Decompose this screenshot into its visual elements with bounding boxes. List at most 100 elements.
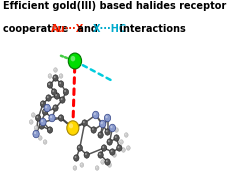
Circle shape xyxy=(33,130,39,138)
Circle shape xyxy=(77,145,82,151)
Circle shape xyxy=(35,126,36,128)
Circle shape xyxy=(53,75,58,81)
Text: interactions: interactions xyxy=(116,24,185,34)
Circle shape xyxy=(115,129,116,130)
Circle shape xyxy=(113,153,114,155)
Circle shape xyxy=(69,123,73,128)
Circle shape xyxy=(97,132,103,138)
Circle shape xyxy=(32,114,33,115)
Circle shape xyxy=(53,105,58,111)
Circle shape xyxy=(59,116,61,118)
Circle shape xyxy=(74,156,76,158)
Circle shape xyxy=(100,160,104,164)
Circle shape xyxy=(73,167,75,168)
Circle shape xyxy=(105,115,107,118)
Circle shape xyxy=(92,111,99,119)
Circle shape xyxy=(40,124,42,126)
Circle shape xyxy=(67,121,79,135)
Circle shape xyxy=(110,125,112,128)
Circle shape xyxy=(99,153,100,155)
Circle shape xyxy=(54,93,59,99)
Text: X···HC: X···HC xyxy=(92,24,126,34)
Circle shape xyxy=(121,148,125,152)
Circle shape xyxy=(83,121,84,123)
Text: and: and xyxy=(74,24,101,34)
Circle shape xyxy=(109,149,115,155)
Circle shape xyxy=(58,81,64,87)
Circle shape xyxy=(43,140,47,144)
Circle shape xyxy=(49,74,50,76)
Circle shape xyxy=(80,163,81,165)
Circle shape xyxy=(55,94,57,96)
Circle shape xyxy=(31,113,35,117)
Circle shape xyxy=(97,152,103,158)
Circle shape xyxy=(39,123,44,129)
Circle shape xyxy=(54,106,55,108)
Circle shape xyxy=(104,159,110,165)
Circle shape xyxy=(114,128,118,132)
Circle shape xyxy=(40,101,45,107)
Circle shape xyxy=(44,104,50,112)
Circle shape xyxy=(68,53,81,69)
Circle shape xyxy=(124,133,128,137)
Circle shape xyxy=(120,141,121,142)
Circle shape xyxy=(101,145,106,151)
Circle shape xyxy=(107,140,109,142)
Circle shape xyxy=(44,141,45,142)
Circle shape xyxy=(109,124,115,132)
Circle shape xyxy=(35,115,41,121)
Circle shape xyxy=(63,89,68,95)
Circle shape xyxy=(40,118,46,126)
Circle shape xyxy=(107,163,111,167)
Circle shape xyxy=(38,136,42,140)
Circle shape xyxy=(80,163,83,167)
Circle shape xyxy=(29,120,33,124)
Circle shape xyxy=(48,128,50,130)
Circle shape xyxy=(116,145,121,151)
Circle shape xyxy=(41,120,43,122)
Circle shape xyxy=(34,132,36,134)
Circle shape xyxy=(126,146,130,150)
Circle shape xyxy=(59,97,65,103)
Circle shape xyxy=(73,155,79,161)
Circle shape xyxy=(73,166,76,170)
Circle shape xyxy=(53,68,57,72)
Circle shape xyxy=(51,89,57,95)
Circle shape xyxy=(54,69,55,70)
Circle shape xyxy=(59,74,63,78)
Circle shape xyxy=(59,82,61,84)
Circle shape xyxy=(84,152,89,158)
Circle shape xyxy=(41,102,43,104)
Circle shape xyxy=(50,115,52,118)
Circle shape xyxy=(117,146,119,148)
Circle shape xyxy=(91,128,93,130)
Circle shape xyxy=(30,121,31,122)
Circle shape xyxy=(54,76,55,78)
Circle shape xyxy=(36,116,38,118)
Circle shape xyxy=(95,166,99,170)
Circle shape xyxy=(42,109,48,115)
Circle shape xyxy=(78,146,79,148)
Circle shape xyxy=(59,74,61,76)
Circle shape xyxy=(47,127,52,133)
Circle shape xyxy=(47,96,49,98)
Circle shape xyxy=(104,129,110,135)
Circle shape xyxy=(126,146,128,148)
Text: cooperative: cooperative xyxy=(3,24,72,34)
Circle shape xyxy=(58,115,64,121)
Text: Efficient gold(III) based halides receptor via: Efficient gold(III) based halides recept… xyxy=(3,1,227,11)
Circle shape xyxy=(99,133,100,135)
Circle shape xyxy=(105,130,107,132)
Circle shape xyxy=(112,153,116,157)
Circle shape xyxy=(45,105,47,108)
Circle shape xyxy=(49,114,55,122)
Circle shape xyxy=(81,120,87,126)
Circle shape xyxy=(85,153,86,155)
Circle shape xyxy=(48,74,52,78)
Circle shape xyxy=(47,82,52,88)
Circle shape xyxy=(39,136,40,138)
Circle shape xyxy=(110,150,112,152)
Circle shape xyxy=(52,90,54,92)
Text: Au···X: Au···X xyxy=(51,24,84,34)
Circle shape xyxy=(100,122,102,124)
